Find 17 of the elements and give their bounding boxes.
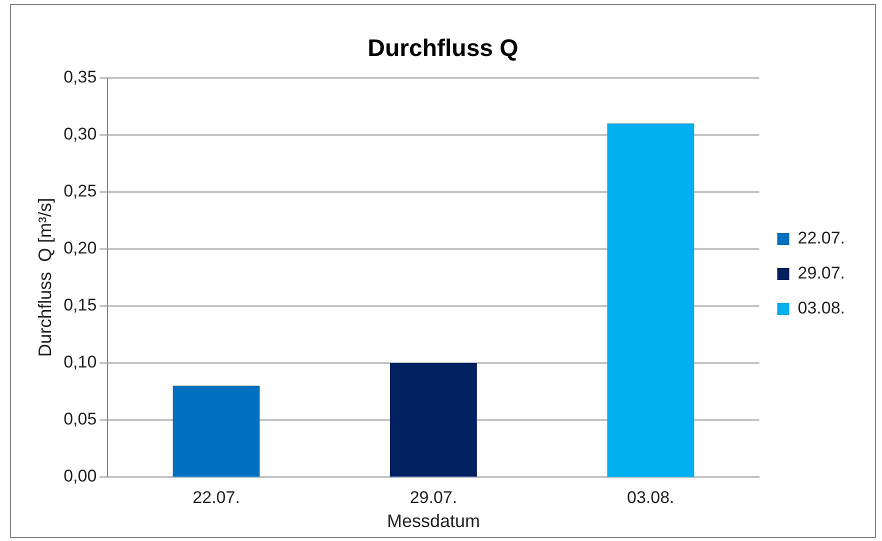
x-axis-title: Messdatum [386,511,480,532]
y-tick-label: 0,10 [64,352,97,372]
y-tick-label: 0,35 [64,67,97,86]
y-tick-label: 0,25 [64,182,97,201]
legend-label: 03.08. [798,298,845,318]
chart-title: Durchfluss Q [368,35,518,62]
y-tick-label: 0,15 [64,296,97,315]
legend-label: 29.07. [798,264,845,283]
y-tick-label: 0,30 [64,124,97,144]
x-tick-label: 29.07. [410,488,458,507]
x-tick-label: 22.07. [192,488,240,507]
y-axis-title: Durchfluss Q [m³/s] [34,198,55,357]
y-tick-label: 0,20 [64,238,97,258]
x-tick-label: 03.08. [627,488,674,507]
y-tick-label: 0,00 [64,466,97,486]
y-tick-label: 0,05 [64,410,97,429]
legend-label: 22.07. [798,228,845,248]
